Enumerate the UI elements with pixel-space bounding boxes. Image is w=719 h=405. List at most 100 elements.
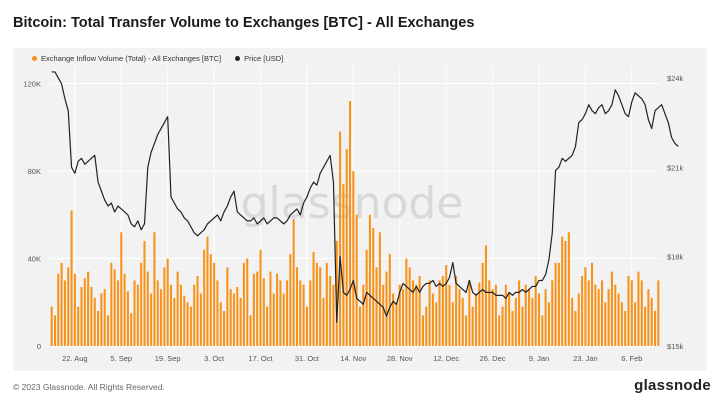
bar-74[interactable]	[295, 267, 299, 346]
bar-172[interactable]	[620, 302, 623, 346]
bar-131[interactable]	[484, 245, 487, 347]
bar-161[interactable]	[584, 267, 587, 346]
bar-155[interactable]	[564, 241, 567, 346]
bar-179[interactable]	[644, 306, 647, 347]
bar-95[interactable]	[365, 249, 368, 346]
bar-44[interactable]	[196, 276, 199, 346]
bar-46[interactable]	[203, 249, 206, 346]
bar-128[interactable]	[474, 293, 478, 347]
bar-35[interactable]	[166, 258, 169, 347]
bar-94[interactable]	[362, 284, 365, 346]
bar-87[interactable]	[339, 131, 342, 347]
bar-24[interactable]	[130, 313, 133, 346]
bar-182[interactable]	[654, 311, 657, 346]
bar-67[interactable]	[272, 293, 275, 347]
bar-169[interactable]	[610, 271, 613, 347]
bar-174[interactable]	[627, 276, 630, 346]
bar-137[interactable]	[504, 284, 507, 346]
bar-130[interactable]	[481, 262, 484, 347]
bar-0[interactable]	[50, 306, 53, 347]
bar-103[interactable]	[392, 293, 395, 347]
bar-36[interactable]	[169, 284, 173, 346]
bar-140[interactable]	[514, 297, 517, 347]
bar-154[interactable]	[561, 236, 564, 347]
bar-141[interactable]	[518, 280, 521, 347]
bar-15[interactable]	[100, 293, 103, 347]
bar-136[interactable]	[501, 306, 504, 347]
bar-100[interactable]	[382, 284, 385, 346]
bar-106[interactable]	[402, 289, 405, 347]
bar-178[interactable]	[640, 280, 643, 347]
bar-112[interactable]	[421, 315, 424, 347]
bar-47[interactable]	[206, 236, 209, 347]
bar-59[interactable]	[246, 258, 249, 347]
bar-163[interactable]	[591, 262, 594, 347]
bar-124[interactable]	[461, 297, 464, 347]
bar-117[interactable]	[438, 280, 441, 347]
bar-26[interactable]	[136, 284, 139, 346]
bar-158[interactable]	[574, 311, 577, 346]
bar-23[interactable]	[126, 291, 129, 346]
bar-160[interactable]	[581, 276, 584, 346]
bar-177[interactable]	[637, 271, 640, 347]
bar-127[interactable]	[471, 306, 474, 347]
bar-53[interactable]	[226, 267, 229, 346]
bar-90[interactable]	[349, 101, 352, 346]
bar-25[interactable]	[133, 280, 136, 347]
bar-68[interactable]	[276, 273, 279, 346]
bar-167[interactable]	[604, 302, 607, 346]
bar-49[interactable]	[213, 262, 216, 347]
bar-183[interactable]	[657, 280, 660, 347]
bar-146[interactable]	[534, 276, 537, 346]
legend-item-inflow[interactable]: Exchange Inflow Volume (Total) - All Exc…	[32, 54, 221, 63]
bar-151[interactable]	[551, 280, 554, 347]
bar-132[interactable]	[488, 280, 491, 347]
bar-81[interactable]	[319, 267, 322, 346]
bar-143[interactable]	[524, 284, 527, 346]
bar-54[interactable]	[229, 289, 232, 347]
bar-101[interactable]	[385, 271, 388, 347]
bar-51[interactable]	[219, 302, 222, 346]
bar-41[interactable]	[186, 302, 189, 346]
bar-159[interactable]	[577, 293, 580, 347]
bar-1[interactable]	[53, 315, 57, 347]
bar-82[interactable]	[322, 297, 325, 347]
bar-170[interactable]	[614, 284, 617, 346]
bar-77[interactable]	[305, 306, 308, 347]
bar-48[interactable]	[209, 254, 212, 347]
bar-4[interactable]	[63, 280, 66, 347]
bar-116[interactable]	[435, 302, 438, 346]
bar-79[interactable]	[312, 251, 315, 346]
bar-114[interactable]	[428, 280, 431, 347]
bar-63[interactable]	[259, 249, 262, 346]
bar-21[interactable]	[120, 232, 123, 346]
bar-111[interactable]	[418, 276, 421, 346]
bar-69[interactable]	[279, 280, 282, 347]
bar-110[interactable]	[415, 284, 418, 346]
bar-18[interactable]	[110, 262, 113, 347]
bar-88[interactable]	[342, 184, 345, 347]
bar-50[interactable]	[216, 280, 219, 347]
bar-157[interactable]	[571, 297, 574, 347]
bar-98[interactable]	[375, 267, 378, 346]
bar-102[interactable]	[388, 254, 391, 347]
bar-80[interactable]	[315, 262, 318, 347]
bar-144[interactable]	[528, 289, 531, 347]
bar-107[interactable]	[405, 258, 408, 347]
bar-45[interactable]	[199, 293, 202, 347]
bar-113[interactable]	[425, 306, 428, 347]
bar-30[interactable]	[150, 293, 153, 347]
bar-16[interactable]	[103, 289, 106, 347]
bar-40[interactable]	[183, 295, 186, 346]
bar-138[interactable]	[508, 293, 511, 347]
bar-10[interactable]	[83, 278, 86, 346]
bar-73[interactable]	[292, 219, 295, 347]
bar-11[interactable]	[87, 271, 90, 347]
bar-84[interactable]	[329, 276, 332, 346]
bar-66[interactable]	[269, 271, 272, 347]
bar-96[interactable]	[368, 214, 371, 346]
bar-27[interactable]	[140, 262, 143, 347]
bar-57[interactable]	[239, 297, 242, 347]
bar-19[interactable]	[113, 269, 116, 346]
bar-164[interactable]	[594, 284, 597, 346]
